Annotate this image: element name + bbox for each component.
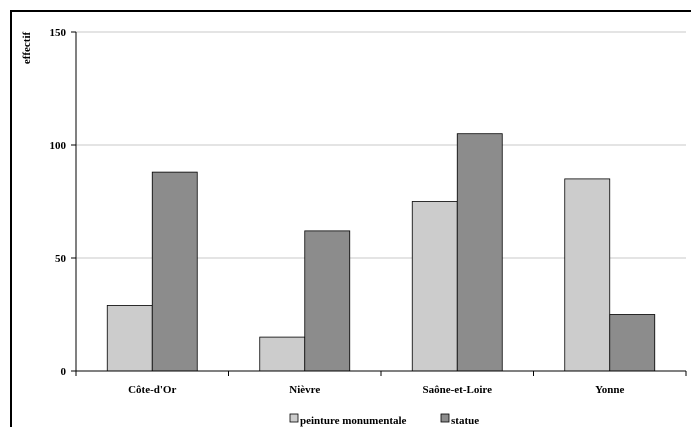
y-axis-label: effectif [21, 31, 33, 64]
legend-label: peinture monumentale [300, 415, 407, 427]
legend-swatch [289, 413, 299, 423]
x-axis-labels: Côte-d'Or Nièvre Saône-et-Loire Yonne [128, 384, 624, 396]
bar-statue-3 [609, 314, 656, 372]
bar-statue-1 [304, 230, 351, 372]
x-tick-label: Côte-d'Or [128, 384, 176, 396]
bar-statue-2 [456, 133, 503, 372]
legend-swatch [440, 413, 450, 423]
bar-statue-0 [151, 171, 198, 372]
y-tick-label: 100 [50, 140, 67, 152]
bar-peinture-monumentale-3 [564, 178, 611, 372]
y-axis-ticks: 0 50 100 150 [50, 27, 76, 378]
bars [106, 133, 656, 372]
x-axis [75, 32, 687, 376]
legend-label: statue [451, 415, 479, 427]
x-tick-label: Saône-et-Loire [423, 384, 493, 396]
y-tick-label: 50 [55, 253, 67, 265]
y-tick-label: 150 [50, 27, 67, 39]
y-tick-label: 0 [61, 366, 67, 378]
bar-peinture-monumentale-2 [411, 201, 458, 372]
legend: peinture monumentale statue [289, 413, 479, 427]
bar-peinture-monumentale-1 [259, 336, 306, 372]
x-tick-label: Nièvre [289, 384, 320, 396]
x-tick-label: Yonne [595, 384, 624, 396]
bar-peinture-monumentale-0 [106, 305, 153, 372]
